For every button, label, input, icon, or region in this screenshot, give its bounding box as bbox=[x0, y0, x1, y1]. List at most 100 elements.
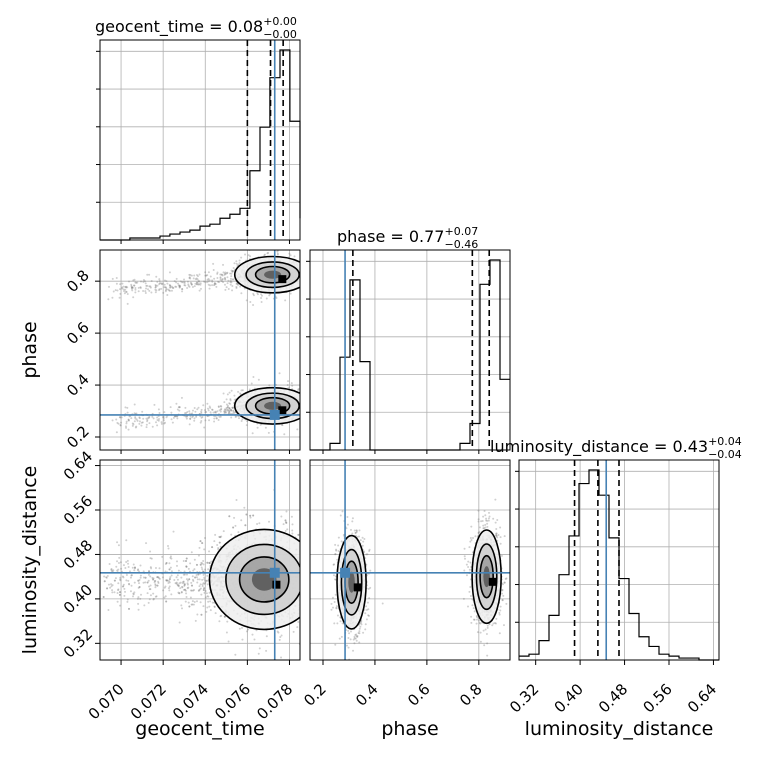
scatter-point bbox=[303, 551, 305, 553]
panel-frame-luminosity_distance bbox=[518, 459, 720, 661]
scatter-point bbox=[228, 391, 231, 394]
scatter-point bbox=[134, 286, 137, 289]
scatter-point bbox=[178, 592, 181, 595]
scatter-point bbox=[137, 286, 140, 289]
scatter-point bbox=[266, 252, 269, 255]
scatter-point bbox=[202, 588, 205, 591]
scatter-point bbox=[206, 583, 209, 586]
scatter-point bbox=[219, 615, 222, 618]
scatter-point bbox=[135, 412, 138, 415]
scatter-point bbox=[197, 282, 200, 285]
scatter-point bbox=[213, 282, 216, 285]
scatter-point bbox=[137, 596, 140, 599]
scatter-point bbox=[119, 288, 122, 291]
scatter-point bbox=[230, 269, 233, 272]
scatter-point bbox=[147, 601, 150, 604]
scatter-point bbox=[154, 583, 157, 586]
scatter-point bbox=[177, 569, 180, 572]
scatter-point bbox=[287, 380, 290, 383]
scatter-point bbox=[191, 412, 194, 415]
scatter-point bbox=[119, 283, 122, 286]
scatter-point bbox=[188, 273, 191, 276]
scatter-point bbox=[212, 268, 215, 271]
scatter-point bbox=[180, 591, 183, 594]
scatter-point bbox=[304, 401, 306, 403]
scatter-point bbox=[198, 589, 201, 592]
scatter-point bbox=[136, 569, 139, 572]
scatter-point bbox=[241, 626, 244, 629]
scatter-point bbox=[214, 282, 217, 285]
scatter-point bbox=[144, 292, 147, 295]
scatter-point bbox=[297, 389, 300, 392]
scatter-point bbox=[217, 406, 220, 409]
scatter-point bbox=[180, 576, 183, 579]
scatter-point bbox=[304, 588, 306, 590]
panel-phase-vs-geocent_time bbox=[100, 250, 340, 450]
scatter-point bbox=[307, 591, 309, 593]
scatter-point bbox=[355, 529, 358, 532]
scatter-point bbox=[224, 288, 227, 291]
scatter-point bbox=[346, 523, 349, 526]
scatter-point bbox=[305, 283, 307, 285]
scatter-point bbox=[209, 609, 212, 612]
scatter-point bbox=[133, 284, 136, 287]
scatter-point bbox=[207, 568, 210, 571]
scatter-point bbox=[156, 576, 159, 579]
scatter-point bbox=[158, 279, 161, 282]
scatter-point bbox=[117, 422, 120, 425]
scatter-point bbox=[223, 615, 226, 618]
scatter-point bbox=[366, 553, 369, 556]
title-phase: phase = 0.77+0.07 −0.46 bbox=[337, 225, 478, 251]
scatter-point bbox=[223, 410, 226, 413]
scatter-point bbox=[290, 382, 293, 385]
scatter-point bbox=[175, 402, 178, 405]
scatter-point bbox=[199, 563, 202, 566]
scatter-point bbox=[219, 277, 222, 280]
scatter-point bbox=[176, 583, 179, 586]
scatter-point bbox=[305, 408, 307, 410]
scatter-point bbox=[213, 283, 216, 286]
scatter-point bbox=[183, 583, 186, 586]
scatter-point bbox=[220, 280, 223, 283]
scatter-point bbox=[201, 585, 204, 588]
scatter-point bbox=[307, 535, 309, 537]
scatter-point bbox=[115, 565, 118, 568]
scatter-point bbox=[163, 286, 166, 289]
scatter-point bbox=[300, 599, 302, 601]
scatter-point bbox=[138, 416, 141, 419]
scatter-point bbox=[175, 582, 178, 585]
scatter-point bbox=[156, 418, 159, 421]
scatter-point bbox=[245, 513, 248, 516]
scatter-point bbox=[233, 262, 236, 265]
scatter-point bbox=[135, 281, 138, 284]
scatter-point bbox=[141, 421, 144, 424]
scatter-point bbox=[305, 270, 307, 272]
scatter-point bbox=[146, 417, 149, 420]
scatter-point bbox=[118, 556, 121, 559]
scatter-point bbox=[263, 253, 266, 256]
scatter-point bbox=[163, 421, 166, 424]
scatter-point bbox=[229, 402, 232, 405]
scatter-point bbox=[197, 280, 200, 283]
scatter-point bbox=[131, 289, 134, 292]
scatter-point bbox=[190, 581, 193, 584]
scatter-point bbox=[358, 529, 361, 532]
scatter-point bbox=[178, 621, 181, 624]
scatter-point bbox=[183, 573, 186, 576]
scatter-point bbox=[213, 277, 216, 280]
scatter-point bbox=[305, 596, 307, 598]
scatter-point bbox=[128, 607, 131, 610]
scatter-point bbox=[139, 286, 142, 289]
scatter-point bbox=[146, 592, 149, 595]
scatter-point bbox=[165, 562, 168, 565]
scatter-point bbox=[338, 262, 340, 264]
scatter-point bbox=[300, 407, 302, 409]
scatter-point bbox=[162, 416, 165, 419]
scatter-point bbox=[314, 575, 316, 577]
scatter-point bbox=[339, 624, 341, 626]
scatter-point bbox=[302, 286, 304, 288]
scatter-point bbox=[249, 514, 252, 517]
scatter-point bbox=[253, 638, 256, 641]
scatter-point bbox=[140, 421, 143, 424]
scatter-point bbox=[325, 587, 327, 589]
